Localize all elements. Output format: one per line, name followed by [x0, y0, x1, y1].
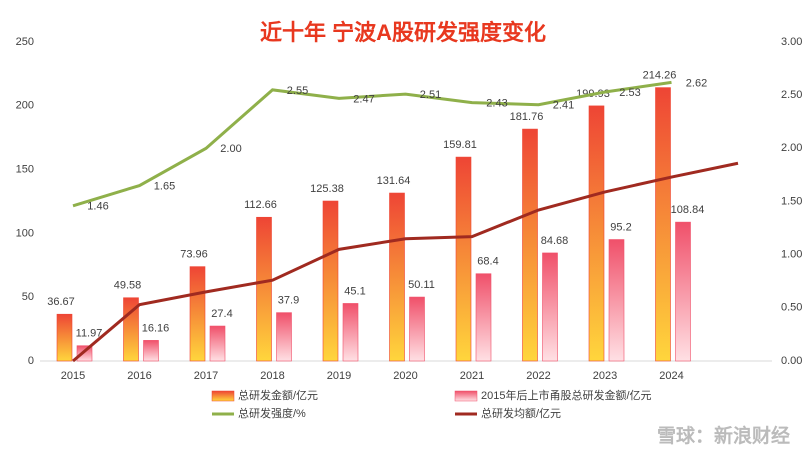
bar [256, 216, 272, 362]
bar [675, 221, 691, 362]
watermark: 雪球：新浪财经 [657, 424, 790, 447]
line [72, 80, 672, 208]
y2-tick-label: 1.00 [781, 249, 802, 261]
bar [322, 200, 339, 362]
x-tick-label: 2023 [593, 370, 617, 382]
y-tick-label: 100 [16, 227, 34, 239]
legend-label: 2015年后上市甬股总研发金额/亿元 [481, 388, 652, 402]
data-label: 2.55 [287, 85, 308, 97]
legend-label: 总研发均额/亿元 [481, 406, 561, 420]
x-tick-label: 2020 [393, 370, 417, 382]
chart-title: 近十年 宁波A股研发强度变化 [260, 20, 546, 45]
y2-tick-label: 2.00 [781, 142, 802, 154]
data-label: 214.26 [643, 70, 677, 82]
y-tick-label: 150 [16, 164, 34, 176]
bar [588, 105, 605, 362]
data-label: 181.76 [510, 111, 544, 123]
bar [209, 325, 226, 362]
data-label: 2.43 [486, 98, 507, 110]
x-tick-label: 2019 [327, 370, 351, 382]
legend-label: 总研发强度/% [238, 406, 306, 420]
y2-tick-label: 3.00 [781, 36, 802, 48]
data-label: 16.16 [142, 322, 170, 334]
data-label: 95.2 [610, 221, 631, 233]
y2-tick-label: 1.50 [781, 195, 802, 207]
x-tick-label: 2022 [526, 370, 550, 382]
y-tick-label: 0 [28, 355, 34, 367]
data-label: 2.53 [619, 87, 640, 99]
bar [276, 312, 292, 362]
data-label: 45.1 [344, 285, 365, 297]
bar [56, 313, 73, 362]
data-label: 49.58 [114, 280, 142, 292]
data-label: 112.66 [244, 199, 277, 211]
data-label: 36.67 [47, 296, 75, 308]
data-label: 73.96 [180, 249, 208, 261]
bar [342, 303, 359, 362]
y-tick-label: 200 [16, 100, 34, 112]
x-tick-label: 2017 [194, 370, 218, 382]
y2-tick-label: 2.50 [781, 89, 802, 101]
data-label: 1.46 [87, 201, 108, 213]
legend-label: 总研发金额/亿元 [238, 388, 318, 402]
bar [455, 156, 472, 362]
x-tick-label: 2024 [659, 370, 683, 382]
data-label: 68.4 [477, 256, 498, 268]
legend-swatch [454, 390, 478, 402]
y-tick-label: 250 [16, 36, 34, 48]
bar [389, 192, 405, 362]
bar [409, 296, 425, 362]
bar [608, 239, 625, 362]
x-tick-label: 2021 [460, 370, 484, 382]
data-label: 37.9 [278, 295, 299, 307]
data-label: 108.84 [671, 204, 705, 216]
data-label: 125.38 [310, 183, 344, 195]
data-label: 159.81 [443, 139, 477, 151]
data-label: 2.00 [220, 143, 241, 155]
data-label: 2.41 [553, 100, 574, 112]
y-tick-label: 50 [22, 291, 34, 303]
bar [143, 340, 159, 362]
bar [475, 273, 492, 362]
bar [522, 128, 538, 362]
data-label: 11.97 [76, 328, 103, 340]
y2-tick-label: 0.00 [781, 355, 802, 367]
data-label: 84.68 [541, 235, 569, 247]
data-label: 50.11 [408, 279, 435, 291]
data-label: 131.64 [377, 175, 411, 187]
line [72, 161, 739, 363]
x-tick-label: 2016 [127, 370, 151, 382]
data-label: 27.4 [211, 308, 232, 320]
data-label: 1.65 [154, 180, 175, 192]
y2-tick-label: 0.50 [781, 302, 802, 314]
x-tick-label: 2015 [61, 370, 85, 382]
x-tick-label: 2018 [260, 370, 284, 382]
bar [189, 266, 206, 362]
bar [655, 87, 671, 362]
data-label: 2.62 [686, 77, 707, 89]
bar [542, 252, 558, 362]
data-label: 2.51 [420, 89, 441, 101]
legend-swatch [211, 390, 235, 402]
data-label: 2.47 [353, 93, 374, 105]
